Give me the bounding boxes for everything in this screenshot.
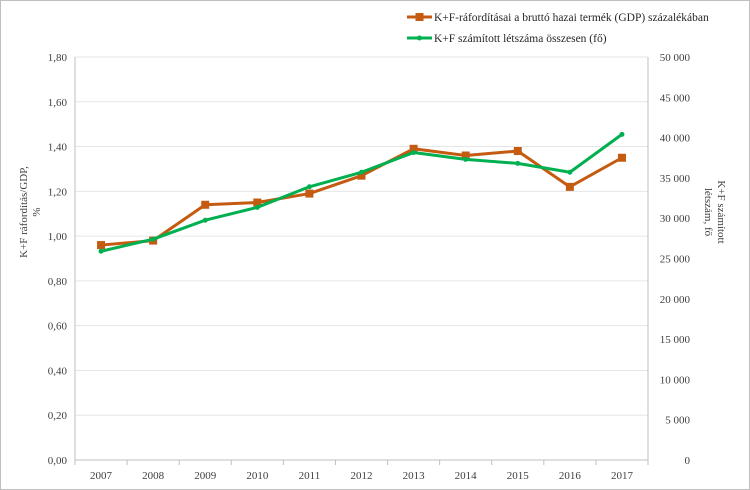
y-right-tick-label: 45 000 [660, 92, 691, 104]
x-tick-label: 2017 [611, 470, 634, 482]
x-tick-label: 2016 [559, 470, 582, 482]
legend-label: K+F számított létszáma összesen (fő) [434, 33, 607, 45]
y-tick-label: 0,00 [48, 455, 68, 467]
data-point-marker [513, 147, 522, 156]
y-right-axis-title: K+F számított [715, 180, 727, 243]
y-tick-label: 1,40 [48, 142, 68, 154]
y-right-tick-label: 25 000 [660, 254, 691, 266]
data-point-marker [411, 150, 417, 156]
data-point-marker [567, 169, 573, 175]
data-point-marker [305, 189, 314, 198]
y-right-axis-title-unit: létszám, fő [702, 188, 714, 237]
x-tick-label: 2009 [194, 470, 217, 482]
y-tick-label: 1,00 [48, 231, 68, 243]
y-tick-label: 0,20 [48, 410, 68, 422]
y-right-tick-label: 30 000 [660, 213, 691, 225]
x-tick-label: 2013 [403, 470, 426, 482]
y-tick-label: 1,60 [48, 97, 68, 109]
y-tick-label: 1,20 [48, 186, 68, 198]
data-point-marker [253, 198, 262, 207]
y-right-tick-label: 35 000 [660, 173, 691, 185]
data-point-marker [357, 171, 366, 180]
y-right-tick-label: 20 000 [660, 294, 691, 306]
data-point-marker [202, 217, 208, 223]
y-tick-label: 0,80 [48, 276, 68, 288]
data-point-marker [617, 153, 626, 162]
data-point-marker [150, 236, 156, 242]
y-right-tick-label: 10 000 [660, 374, 691, 386]
data-point-marker [98, 248, 104, 254]
y-right-tick-label: 15 000 [660, 334, 691, 346]
data-point-marker [359, 169, 364, 175]
y-right-tick-label: 40 000 [660, 133, 691, 145]
x-tick-label: 2010 [246, 470, 269, 482]
y-right-tick-label: 50 000 [660, 52, 691, 64]
y-tick-label: 0,60 [48, 321, 68, 333]
data-point-marker [306, 184, 312, 190]
y-tick-label: 0,40 [48, 365, 68, 377]
series-line-2 [100, 133, 623, 253]
y-axis-title-unit: % [31, 207, 43, 216]
data-point-marker [463, 156, 469, 162]
legend-label: K+F-ráfordításai a bruttó hazai termék (… [434, 12, 709, 24]
x-tick-label: 2011 [299, 470, 321, 482]
data-point-marker [461, 151, 470, 160]
y-tick-label: 1,80 [48, 52, 68, 64]
legend-marker [415, 13, 424, 21]
x-tick-label: 2007 [90, 470, 113, 482]
data-point-marker [254, 204, 260, 210]
data-point-marker [515, 160, 521, 166]
data-point-marker [97, 241, 106, 250]
x-tick-label: 2014 [455, 470, 478, 482]
data-point-marker [619, 131, 625, 137]
y-axis-title: K+F ráfordítás/GDP, [18, 166, 30, 258]
data-point-marker [201, 200, 210, 209]
y-right-tick-label: 5 000 [665, 415, 690, 427]
x-tick-label: 2008 [142, 470, 165, 482]
data-point-marker [565, 182, 574, 191]
x-tick-label: 2012 [351, 470, 373, 482]
y-right-tick-label: 0 [685, 455, 691, 467]
legend-marker [417, 35, 422, 41]
x-tick-label: 2015 [507, 470, 530, 482]
data-point-marker [409, 144, 418, 153]
